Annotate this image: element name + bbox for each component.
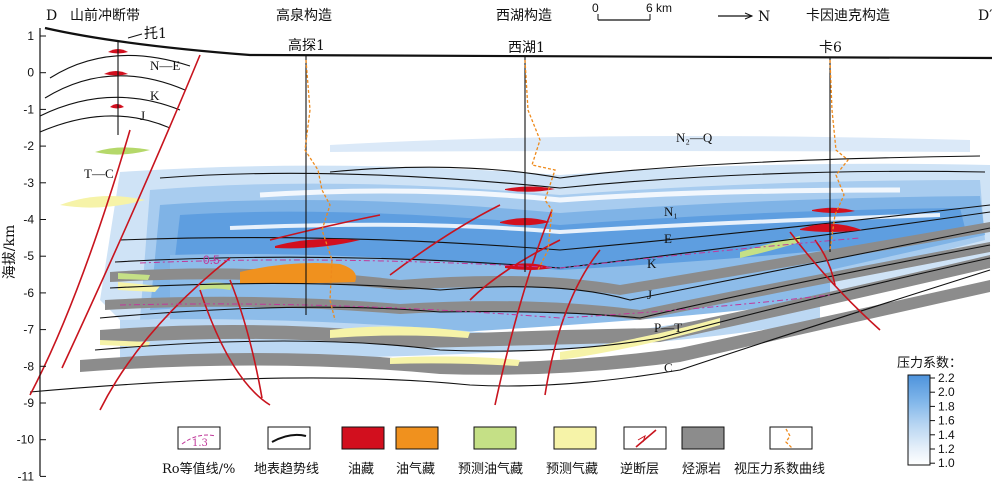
y-tick-label: 1: [27, 29, 34, 43]
y-tick-label: -8: [23, 359, 34, 373]
label-pt: P—T: [654, 320, 682, 335]
strata-labels: N—E K J T—C N₂—Q N₁ E K J P—T C 0.5: [84, 58, 713, 375]
pressure-scale-bar: [907, 374, 931, 466]
y-tick-label: -2: [23, 139, 34, 153]
legend-label-pred-oilgas: 预测油气藏: [458, 461, 523, 477]
section-start-label: D: [46, 8, 57, 24]
legend-label-source: 烃源岩: [682, 462, 721, 477]
label-thrust-tc: T—C: [84, 166, 114, 181]
scale-end: 6 km: [646, 1, 672, 15]
legend-swatch-fault: [623, 426, 667, 450]
y-axis-title: 海拔/km: [2, 225, 18, 279]
y-axis: 1 0 -1 -2 -3 -4 -5 -6 -7 -8 -9 -10 -11 海拔/km: [2, 28, 46, 483]
pressure-tick-label: 2.2: [938, 371, 955, 385]
y-tick-label: -1: [23, 102, 34, 116]
surface-trend-line: [44, 26, 993, 60]
legend-swatch-pred-gas: [553, 426, 597, 450]
oil-reservoirs: [104, 49, 862, 270]
legend-label-oil: 油藏: [348, 462, 374, 477]
wells: [117, 40, 831, 315]
well-label-gaotan1: 高探1: [288, 37, 325, 54]
pressure-curves: [304, 59, 849, 321]
header: D 山前冲断带 高泉构造 西湖构造 卡因迪克构造 D′ 0 6 km N: [46, 1, 992, 25]
legend-label-pressure-curve: 视压力系数曲线: [734, 462, 825, 477]
pressure-tick-label: 1.8: [938, 399, 955, 413]
pressure-tick-label: 1.4: [938, 428, 955, 442]
structure-label-gaoquan: 高泉构造: [276, 7, 332, 24]
ro-contour-label: 0.5: [203, 253, 220, 267]
label-n1: N₁: [664, 204, 678, 219]
label-thrust-j: J: [140, 108, 145, 123]
y-tick-label: 0: [27, 66, 34, 80]
legend-swatch-ro: [177, 426, 221, 450]
y-tick-label: -4: [23, 213, 34, 227]
label-thrust-k: K: [150, 88, 160, 103]
strata-fill: [60, 147, 990, 375]
y-tick-label: -3: [23, 176, 34, 190]
pressure-tick-label: 1.6: [938, 414, 955, 428]
label-k: K: [647, 256, 657, 271]
ro-contours: [119, 237, 861, 319]
y-tick-label: -10: [17, 433, 35, 447]
scale-start: 0: [592, 1, 599, 15]
y-tick-label: -7: [23, 323, 34, 337]
legend-swatch-oil: [341, 426, 385, 450]
y-tick-label: -5: [23, 249, 34, 263]
legend-swatch-pred-oilgas: [473, 426, 517, 450]
label-e: E: [664, 231, 672, 246]
structure-label-shanqian: 山前冲断带: [70, 7, 140, 24]
well-labels: 托1 高探1 西湖1 卡6: [127, 26, 842, 56]
y-tick-label: -9: [23, 396, 34, 410]
legend-ro-sample: 1.3: [192, 438, 208, 449]
legend-swatch-pressure-curve: [769, 426, 813, 450]
label-n2q: N₂—Q: [676, 130, 713, 145]
label-thrust-ne: N—E: [150, 58, 180, 73]
legend-swatch-oilgas: [395, 426, 439, 450]
legend-swatch-source: [681, 426, 725, 450]
pressure-tick-label: 2.0: [938, 385, 955, 399]
legend-label-oilgas: 油气藏: [396, 461, 435, 477]
pressure-scale-title: 压力系数：: [897, 356, 962, 371]
structure-label-kayindike: 卡因迪克构造: [806, 8, 890, 24]
label-c: C: [664, 360, 673, 375]
well-label-xihu1: 西湖1: [508, 40, 545, 56]
north-label: N: [758, 9, 770, 25]
legend-label-fault: 逆断层: [620, 461, 659, 477]
legend-label-surface: 地表趋势线: [254, 461, 319, 477]
legend-swatch-surface: [267, 426, 311, 450]
legend-label-pred-gas: 预测气藏: [546, 461, 598, 477]
legend-label-ro: Ro等值线/%: [162, 461, 235, 477]
y-tick-label: -11: [18, 469, 35, 483]
well-label-ka6: 卡6: [819, 40, 842, 56]
well-label-tuo1: 托1: [144, 26, 167, 42]
faults: [29, 54, 881, 411]
y-tick-label: -6: [23, 286, 34, 300]
structure-label-xihu: 西湖构造: [496, 8, 552, 24]
pressure-tick-label: 1.2: [938, 442, 955, 456]
section-end-label: D′: [978, 8, 992, 24]
pressure-tick-label: 1.0: [938, 456, 955, 470]
label-j: J: [647, 287, 652, 302]
legend: 1.3 Ro等值线/% 地表趋势线 油藏 油气藏 预测油气藏 预测气藏 逆断层 …: [162, 356, 962, 477]
